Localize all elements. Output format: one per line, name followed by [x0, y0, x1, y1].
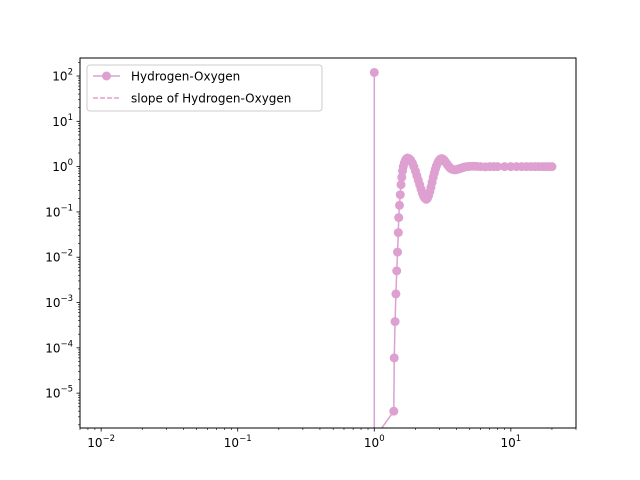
data-point	[390, 317, 400, 327]
data-point	[394, 213, 404, 223]
data-point	[493, 162, 503, 172]
data-point	[500, 162, 510, 172]
data-point	[396, 180, 406, 190]
plot-frame	[79, 57, 577, 429]
data-point	[389, 406, 399, 416]
data-point	[393, 228, 403, 238]
data-point	[369, 67, 379, 77]
legend-label-hydrogen-oxygen: Hydrogen-Oxygen	[131, 70, 240, 84]
legend-label-slope: slope of Hydrogen-Oxygen	[131, 92, 291, 106]
data-point	[395, 190, 405, 200]
data-point	[392, 266, 402, 276]
data-point	[393, 247, 403, 257]
data-point	[547, 162, 557, 172]
data-point	[391, 289, 401, 299]
legend-marker-hydrogen-oxygen	[102, 71, 111, 81]
data-point	[389, 353, 399, 363]
data-point	[395, 200, 404, 210]
plot-content	[369, 67, 557, 428]
legend: Hydrogen-Oxygen slope of Hydrogen-Oxygen	[86, 64, 323, 112]
legend-box	[86, 64, 323, 112]
